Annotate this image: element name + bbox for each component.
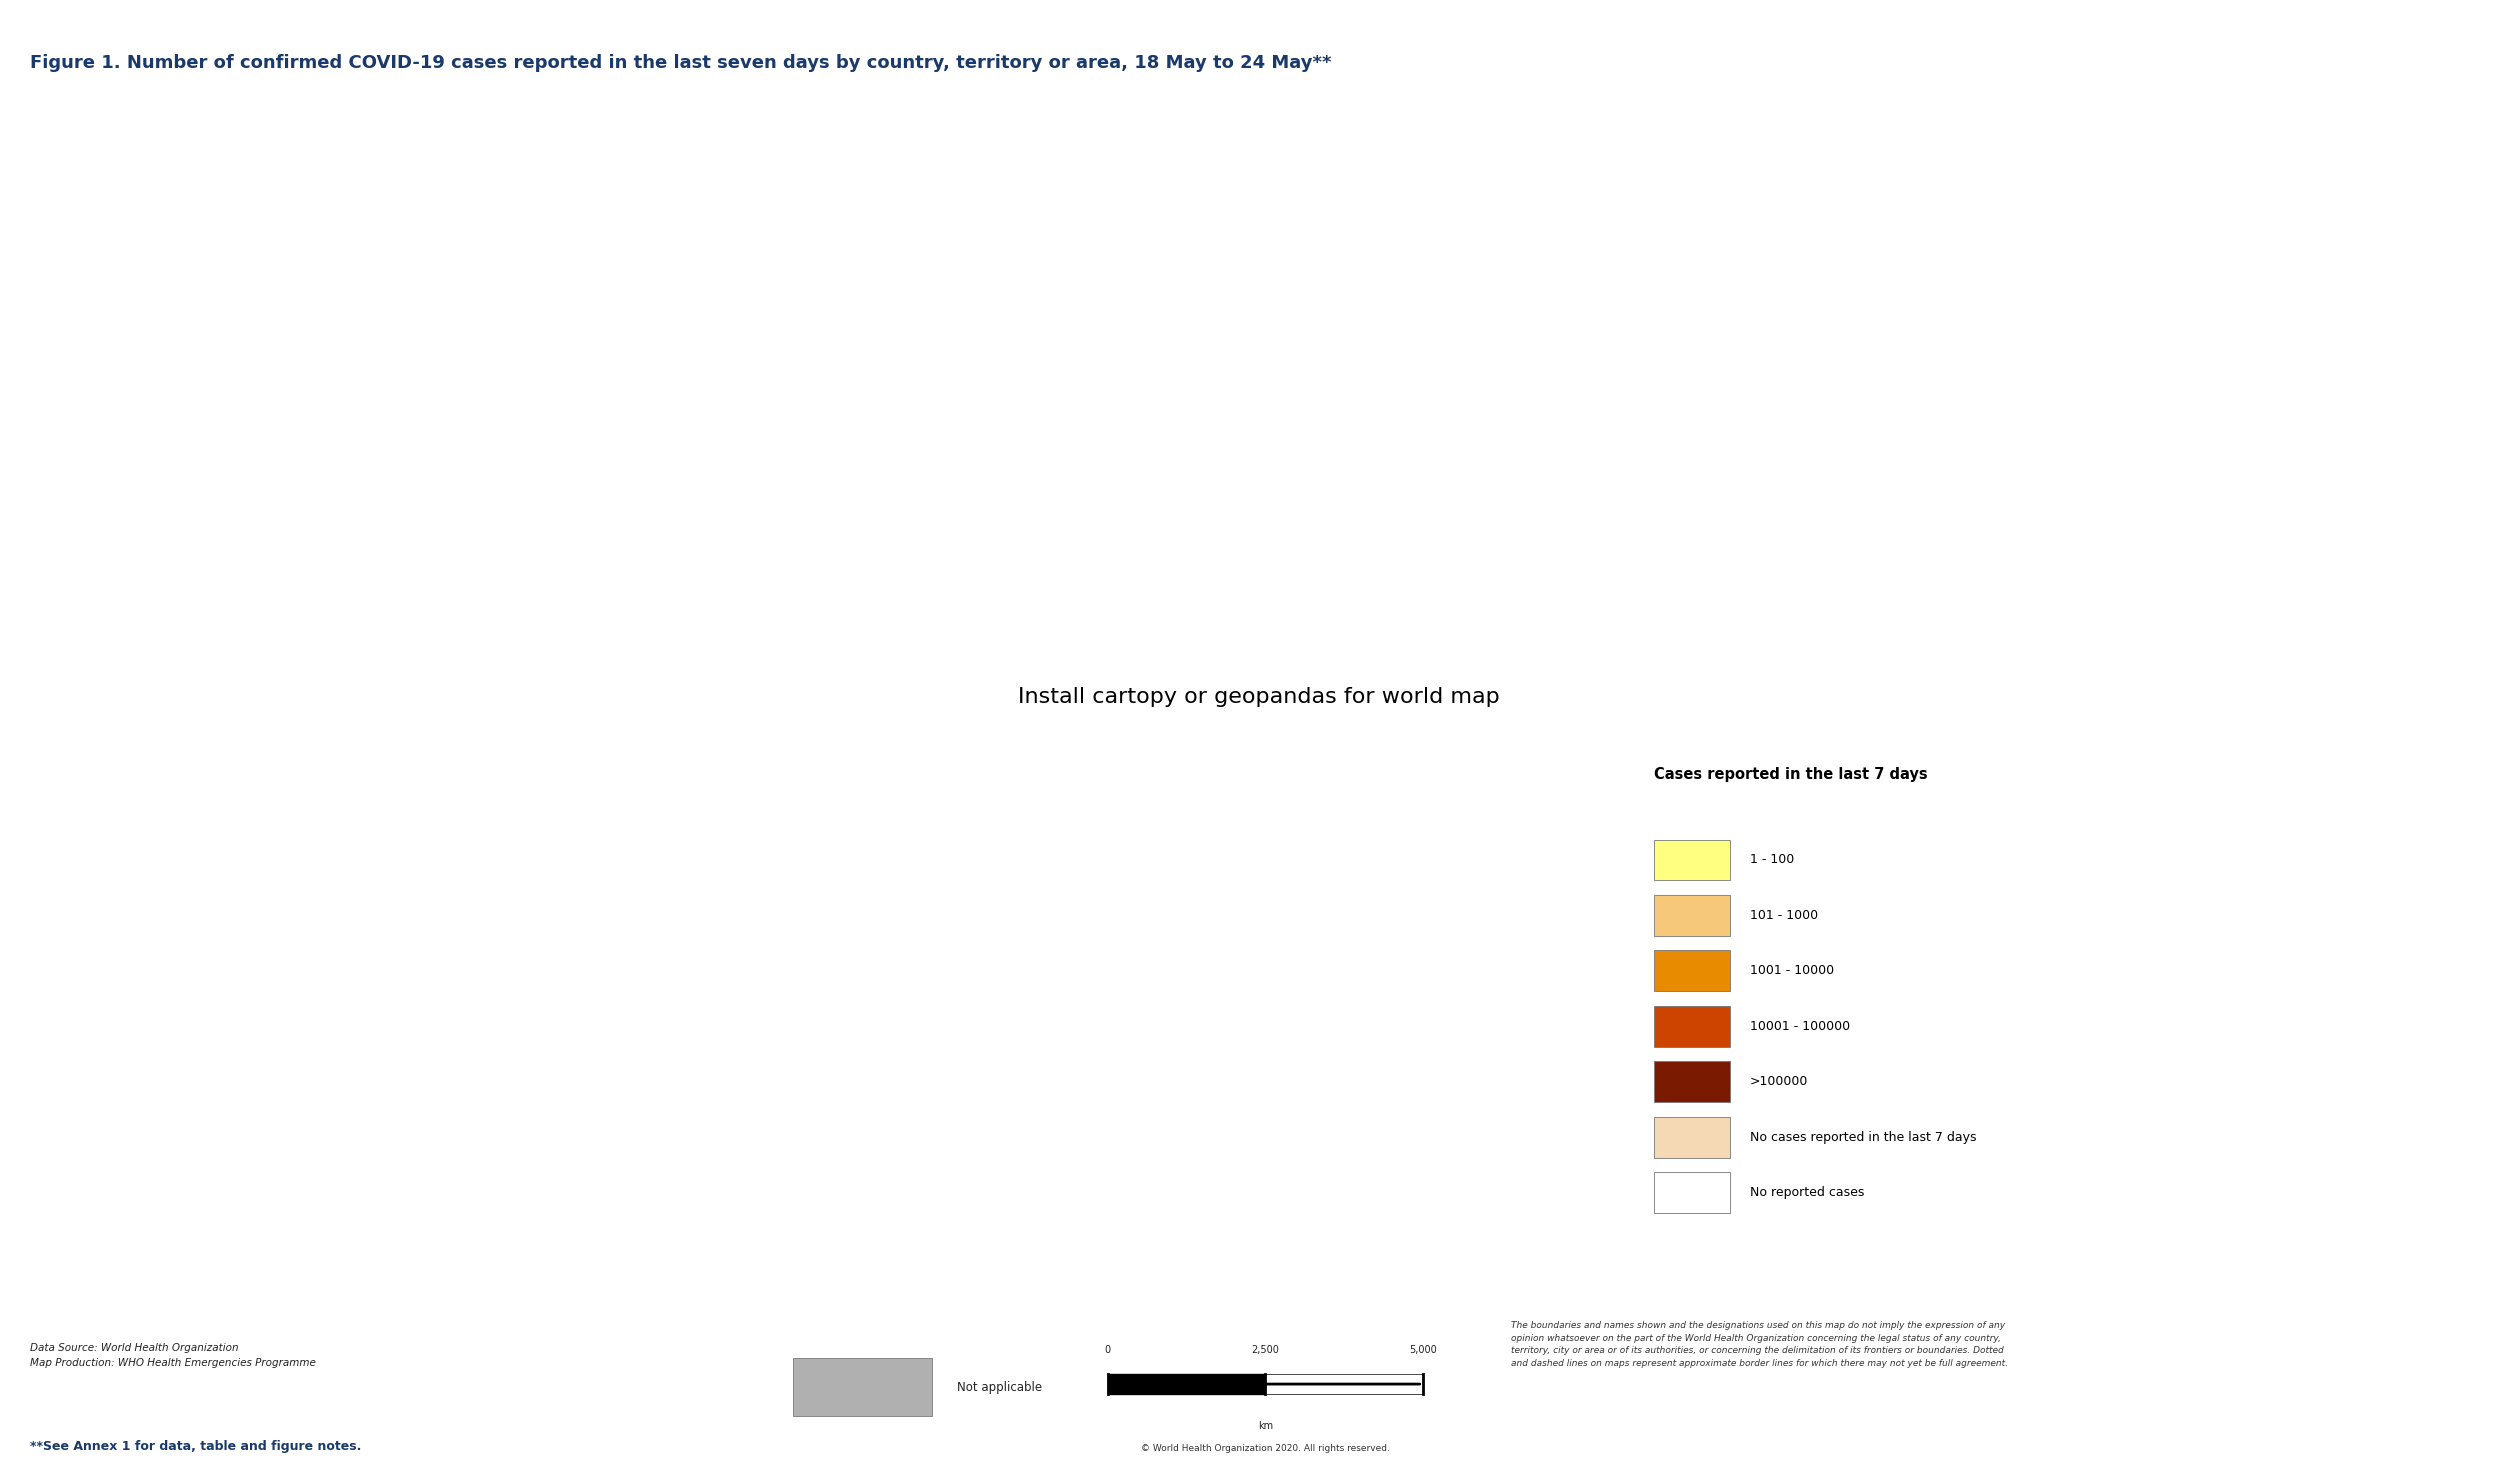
- Text: 10001 - 100000: 10001 - 100000: [1750, 1021, 1851, 1032]
- Text: No reported cases: No reported cases: [1750, 1187, 1863, 1199]
- Text: 2,500: 2,500: [1251, 1345, 1279, 1355]
- Text: >100000: >100000: [1750, 1076, 1808, 1088]
- Text: Figure 1. Number of confirmed COVID-19 cases reported in the last seven days by : Figure 1. Number of confirmed COVID-19 c…: [30, 54, 1332, 72]
- Text: 101 - 1000: 101 - 1000: [1750, 910, 1818, 921]
- Text: 1001 - 10000: 1001 - 10000: [1750, 965, 1833, 977]
- Text: Not applicable: Not applicable: [957, 1381, 1042, 1393]
- Text: © World Health Organization 2020. All rights reserved.: © World Health Organization 2020. All ri…: [1141, 1444, 1390, 1453]
- Text: Install cartopy or geopandas for world map: Install cartopy or geopandas for world m…: [1017, 688, 1501, 707]
- Bar: [793, 1358, 932, 1416]
- Text: Data Source: World Health Organization
Map Production: WHO Health Emergencies Pr: Data Source: World Health Organization M…: [30, 1343, 317, 1368]
- Text: **See Annex 1 for data, table and figure notes.: **See Annex 1 for data, table and figure…: [30, 1440, 363, 1453]
- Text: 0: 0: [1105, 1345, 1110, 1355]
- Text: Cases reported in the last 7 days: Cases reported in the last 7 days: [1654, 766, 1929, 781]
- Text: km: km: [1256, 1421, 1274, 1431]
- Text: No cases reported in the last 7 days: No cases reported in the last 7 days: [1750, 1132, 1977, 1143]
- Text: 5,000: 5,000: [1408, 1345, 1438, 1355]
- Text: 1 - 100: 1 - 100: [1750, 854, 1795, 866]
- Text: The boundaries and names shown and the designations used on this map do not impl: The boundaries and names shown and the d…: [1511, 1321, 2007, 1368]
